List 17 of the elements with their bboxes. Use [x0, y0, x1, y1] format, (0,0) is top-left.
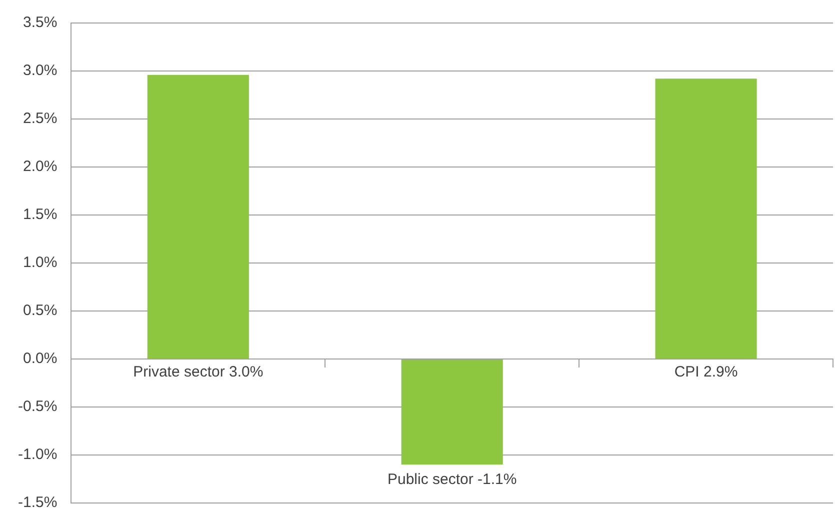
y-tick-label: 1.5%: [22, 206, 58, 224]
y-tick-label: 3.0%: [22, 62, 58, 80]
y-tick-label: 1.0%: [22, 254, 58, 272]
y-tick-label: -1.5%: [18, 494, 58, 512]
x-tick-label: CPI 2.9%: [674, 364, 738, 381]
y-tick-label: 2.5%: [22, 110, 58, 128]
y-tick-label: 0.5%: [22, 302, 58, 320]
y-tick-label: 2.0%: [22, 158, 58, 176]
x-tick-label: Public sector -1.1%: [387, 471, 517, 488]
y-tick-label: 3.5%: [22, 14, 58, 32]
y-tick-label: 0.0%: [22, 350, 58, 368]
x-tick-label: Private sector 3.0%: [133, 364, 264, 381]
bar: [147, 74, 249, 358]
bar: [655, 78, 757, 358]
y-tick-label: -0.5%: [18, 398, 58, 416]
bar: [401, 360, 503, 465]
y-tick-label: -1.0%: [18, 446, 58, 464]
